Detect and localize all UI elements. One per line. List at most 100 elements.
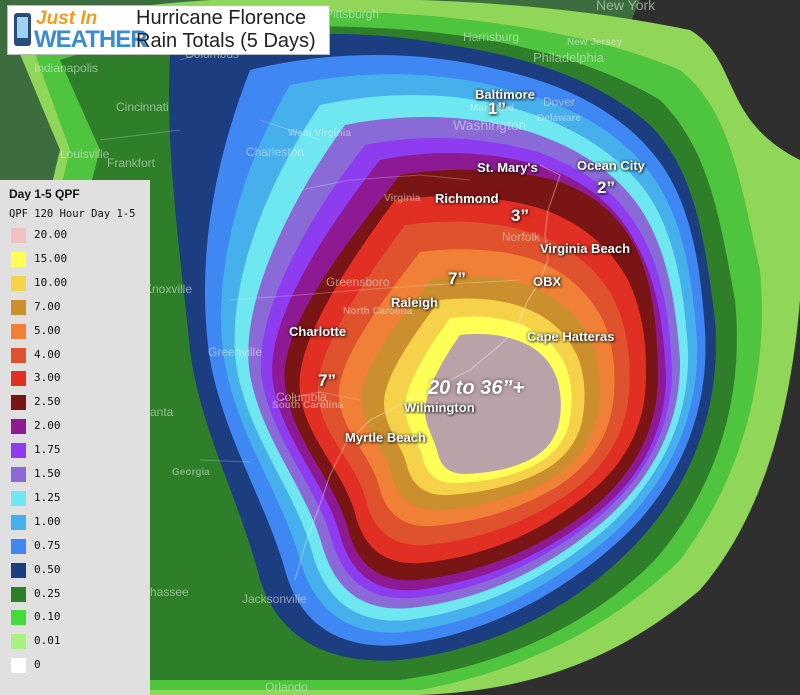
label-greensboro: Greensboro <box>326 275 390 289</box>
legend-swatch <box>11 490 26 506</box>
label-orlando: Orlando <box>265 680 308 694</box>
legend-item: 15.00 <box>11 249 141 267</box>
title-line-2: Rain Totals (5 Days) <box>136 30 316 52</box>
legend-value: 5.00 <box>34 323 61 337</box>
city-ocean-city: Ocean City <box>577 158 645 173</box>
city-cape-hatteras: Cape Hatteras <box>527 329 615 344</box>
city-st-marys: St. Mary's <box>477 160 538 175</box>
label-maryland: Maryland <box>470 103 514 114</box>
legend-value: 7.00 <box>34 299 61 313</box>
label-greenville: Greenville <box>208 345 263 359</box>
label-georgia: Georgia <box>172 467 210 478</box>
legend-swatch <box>11 371 26 387</box>
city-baltimore: Baltimore <box>475 87 535 102</box>
logo-line-1: Just In <box>36 8 98 29</box>
legend-swatch <box>11 299 26 315</box>
label-indianapolis: Indianapolis <box>34 61 99 75</box>
total-center: 20 to 36”+ <box>428 377 525 399</box>
legend-value: 2.50 <box>34 395 61 409</box>
city-virginia-beach: Virginia Beach <box>540 241 631 256</box>
label-jacksonville: Jacksonville <box>242 592 307 606</box>
legend-value: 0.01 <box>34 634 61 648</box>
legend-swatch <box>11 228 26 243</box>
legend-swatch <box>11 347 26 363</box>
label-louisville: Louisville <box>60 147 110 161</box>
label-harrisburg: Harrisburg <box>463 30 520 44</box>
label-columbia: Columbia <box>276 390 327 404</box>
legend-item: 1.50 <box>11 464 141 482</box>
legend-swatch <box>11 562 26 578</box>
phone-icon <box>14 13 31 46</box>
header-banner: Just In WEATHER Hurricane Florence Rain … <box>7 5 330 55</box>
state-borders <box>99 39 521 463</box>
legend-value: 2.00 <box>34 419 61 433</box>
legend-swatch <box>11 538 26 554</box>
total-richmond: 3” <box>511 206 529 225</box>
label-frankfort: Frankfort <box>107 156 156 170</box>
legend-value: 1.00 <box>34 514 61 528</box>
legend-value: 0.75 <box>34 538 61 552</box>
city-obx: OBX <box>533 274 562 289</box>
label-south-carolina: South Carolina <box>272 400 344 411</box>
label-virginia: Virginia <box>384 193 421 204</box>
legend-item: 0.10 <box>11 607 141 626</box>
label-washington: Washington <box>453 117 527 133</box>
legend-value: 4.00 <box>34 347 61 361</box>
legend-value: 10.00 <box>34 275 68 289</box>
legend-swatch <box>11 323 26 339</box>
label-atlanta: anta <box>150 405 174 419</box>
label-west-virginia: West Virginia <box>288 128 351 139</box>
legend-swatch <box>11 419 26 435</box>
total-raleigh: 7” <box>448 269 466 288</box>
legend-value: 3.00 <box>34 371 61 385</box>
legend-item: 20.00 <box>11 225 141 243</box>
label-new-york: New York <box>596 0 656 13</box>
label-tallahassee: hassee <box>150 585 189 599</box>
city-myrtle-beach: Myrtle Beach <box>345 430 426 445</box>
legend-swatch <box>11 610 26 626</box>
city-charlotte: Charlotte <box>289 324 347 339</box>
city-richmond: Richmond <box>435 191 499 206</box>
label-charleston: Charleston <box>246 145 305 159</box>
legend-swatch <box>11 634 26 650</box>
legend-swatch <box>11 658 26 674</box>
legend-swatch <box>11 251 26 267</box>
legend-value: 1.50 <box>34 467 61 480</box>
label-cincinnati: Cincinnati <box>116 100 169 114</box>
legend-subtitle: QPF 120 Hour Day 1-5 <box>9 208 136 220</box>
legend-swatch <box>11 275 26 291</box>
legend-item: 7.00 <box>11 297 141 315</box>
coastline <box>294 164 561 581</box>
legend-title: Day 1-5 QPF <box>9 187 80 201</box>
legend-value: 1.25 <box>34 490 61 504</box>
logo-line-2: WEATHER <box>34 26 148 53</box>
legend-value: 1.75 <box>34 443 61 457</box>
legend-item: 1.00 <box>11 512 141 530</box>
band-20-00 <box>424 334 561 474</box>
label-knoxville: Knoxville <box>144 282 193 296</box>
legend-item: 0.25 <box>11 584 141 602</box>
total-columbia: 7” <box>318 371 336 390</box>
label-pittsburgh: Pittsburgh <box>325 7 380 21</box>
label-new-jersey: New Jersey <box>567 37 623 48</box>
legend-item: 1.25 <box>11 488 141 506</box>
legend-item: 1.75 <box>11 440 141 459</box>
legend-swatch <box>11 395 26 411</box>
legend-item: 5.00 <box>11 321 141 339</box>
city-raleigh: Raleigh <box>391 295 438 310</box>
label-norfolk: Norfolk <box>502 230 541 244</box>
legend-value: 15.00 <box>34 251 68 265</box>
title-line-1: Hurricane Florence <box>136 7 307 29</box>
legend-swatch <box>11 514 26 530</box>
label-dover: Dover <box>543 95 576 109</box>
label-philadelphia: Philadelphia <box>533 50 604 65</box>
page-title: Hurricane Florence Rain Totals (5 Days) <box>136 7 316 53</box>
legend-value: 0 <box>34 658 41 672</box>
legend-item: 0.75 <box>11 536 141 554</box>
legend-swatch <box>11 467 26 482</box>
total-ocean-city: 2” <box>597 178 615 197</box>
legend-value: 0.25 <box>34 586 61 600</box>
legend-item: 2.00 <box>11 416 141 435</box>
